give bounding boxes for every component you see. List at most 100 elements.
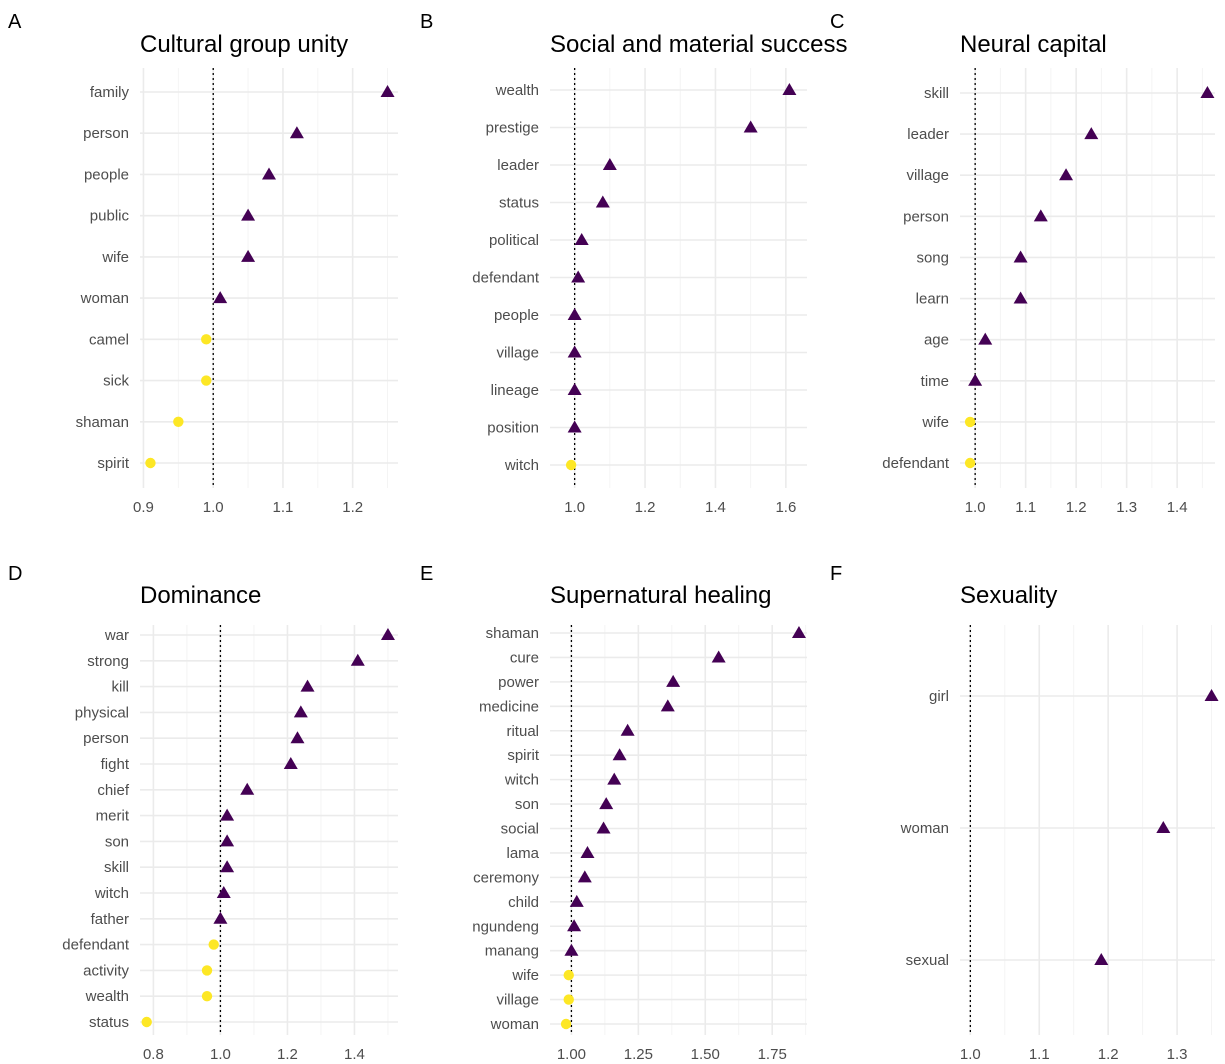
data-point-circle-sick <box>201 375 212 386</box>
data-point-triangle-girl <box>1204 689 1219 701</box>
category-label-son: son <box>515 796 539 813</box>
category-label-leader: leader <box>497 157 539 174</box>
category-label-woman: woman <box>900 820 949 837</box>
data-point-triangle-person <box>290 731 305 744</box>
category-label-wife: wife <box>511 967 539 984</box>
x-tick-label: 1.1 <box>1015 499 1036 516</box>
panel-d: D Dominance 0.8 1.0 1.2 1.4 war strong kill physi… <box>8 563 398 1063</box>
category-label-people: people <box>494 307 539 324</box>
panel-f: F Sexuality 1.0 1.1 1.2 1.3 girl woman sexual <box>830 563 1219 1063</box>
data-point-triangle-wealth <box>782 83 797 95</box>
category-label-ngundeng: ngundeng <box>472 918 539 935</box>
category-label-person: person <box>83 125 129 142</box>
data-point-triangle-lama <box>580 845 595 858</box>
category-label-merit: merit <box>96 808 130 825</box>
category-label-camel: camel <box>89 331 129 348</box>
data-point-circle-camel <box>201 334 212 345</box>
data-point-circle-wealth <box>201 991 213 1002</box>
category-label-defendant: defendant <box>882 455 950 472</box>
data-point-triangle-prestige <box>743 120 758 133</box>
category-label-ritual: ritual <box>506 723 539 740</box>
category-label-fight: fight <box>101 756 130 773</box>
x-tick-label: 1.2 <box>1098 1046 1119 1063</box>
panel-e: E Supernatural healing 1.00 1.25 1.50 1.75 sha… <box>420 563 807 1063</box>
x-tick-label: 1.4 <box>344 1046 365 1063</box>
category-label-war: war <box>104 627 129 644</box>
data-point-triangle-woman <box>1156 821 1171 833</box>
panel-title: Dominance <box>140 582 261 609</box>
category-label-learn: learn <box>916 291 949 308</box>
data-point-triangle-cure <box>711 650 726 663</box>
data-point-triangle-fight <box>283 757 298 769</box>
panel-letter: A <box>8 11 22 33</box>
x-tick-label: 1.0 <box>203 499 224 516</box>
data-point-circle-wife <box>563 969 574 981</box>
x-tick-label: 1.2 <box>635 499 656 516</box>
data-point-triangle-kill <box>300 679 315 692</box>
data-point-triangle-skill <box>220 860 235 873</box>
data-point-triangle-wife <box>241 249 256 262</box>
category-label-time: time <box>921 373 949 390</box>
data-point-triangle-social <box>596 821 611 834</box>
data-point-circle-wife <box>964 416 976 428</box>
data-point-triangle-position <box>567 420 582 433</box>
data-point-triangle-family <box>380 85 395 97</box>
data-point-triangle-ceremony <box>577 870 592 883</box>
category-label-witch: witch <box>504 772 539 789</box>
category-label-father: father <box>91 911 129 928</box>
data-point-triangle-people <box>262 167 276 180</box>
data-point-triangle-learn <box>1013 291 1028 304</box>
category-label-kill: kill <box>112 679 130 696</box>
category-label-political: political <box>489 232 539 249</box>
data-point-triangle-spirit <box>612 748 627 761</box>
data-point-triangle-people <box>567 308 582 320</box>
panel-letter: D <box>8 563 22 585</box>
category-label-wife: wife <box>921 414 949 431</box>
data-point-triangle-public <box>241 208 256 221</box>
data-point-triangle-shaman <box>791 626 806 638</box>
x-tick-label: 1.3 <box>1116 499 1137 516</box>
data-point-triangle-village <box>1059 168 1074 181</box>
x-tick-label: 1.3 <box>1167 1046 1188 1063</box>
data-point-triangle-ritual <box>620 723 635 736</box>
data-point-triangle-power <box>666 674 681 687</box>
panel-title: Social and material success <box>550 31 847 58</box>
category-label-woman: woman <box>490 1016 539 1033</box>
category-label-village: village <box>906 167 949 184</box>
category-label-shaman: shaman <box>486 625 539 642</box>
panel-letter: F <box>830 563 842 585</box>
category-label-sick: sick <box>103 373 129 390</box>
data-point-triangle-skill <box>1200 86 1215 98</box>
category-label-shaman: shaman <box>76 414 129 431</box>
category-label-manang: manang <box>485 943 539 960</box>
data-point-triangle-lineage <box>567 383 582 395</box>
category-label-son: son <box>105 833 129 850</box>
data-point-triangle-merit <box>220 808 235 821</box>
data-point-triangle-person <box>1033 209 1048 222</box>
category-label-sexual: sexual <box>906 952 949 969</box>
category-label-strong: strong <box>87 653 129 670</box>
data-point-triangle-time <box>968 373 983 386</box>
category-label-lineage: lineage <box>491 382 539 399</box>
panel-letter: C <box>830 11 844 33</box>
data-point-triangle-leader <box>602 158 617 170</box>
category-label-activity: activity <box>83 962 129 979</box>
category-label-position: position <box>487 420 539 437</box>
x-tick-label: 1.4 <box>1167 499 1188 516</box>
data-point-triangle-child <box>569 894 584 907</box>
data-point-circle-defendant <box>208 939 219 950</box>
panel-b: B Social and material success 1.0 1.2 1.4 1.6… <box>420 11 847 516</box>
data-point-triangle-village <box>567 345 582 358</box>
category-label-spirit: spirit <box>507 747 540 764</box>
category-label-skill: skill <box>924 85 949 102</box>
category-label-girl: girl <box>929 688 949 705</box>
panel-title: Supernatural healing <box>550 582 772 609</box>
category-label-witch: witch <box>504 457 539 474</box>
data-point-triangle-ngundeng <box>567 919 582 932</box>
category-label-age: age <box>924 332 949 349</box>
panel-title: Cultural group unity <box>140 31 348 58</box>
x-tick-label: 1.0 <box>564 499 585 516</box>
category-label-village: village <box>496 345 539 362</box>
data-point-triangle-song <box>1013 250 1028 263</box>
category-label-spirit: spirit <box>97 455 130 472</box>
